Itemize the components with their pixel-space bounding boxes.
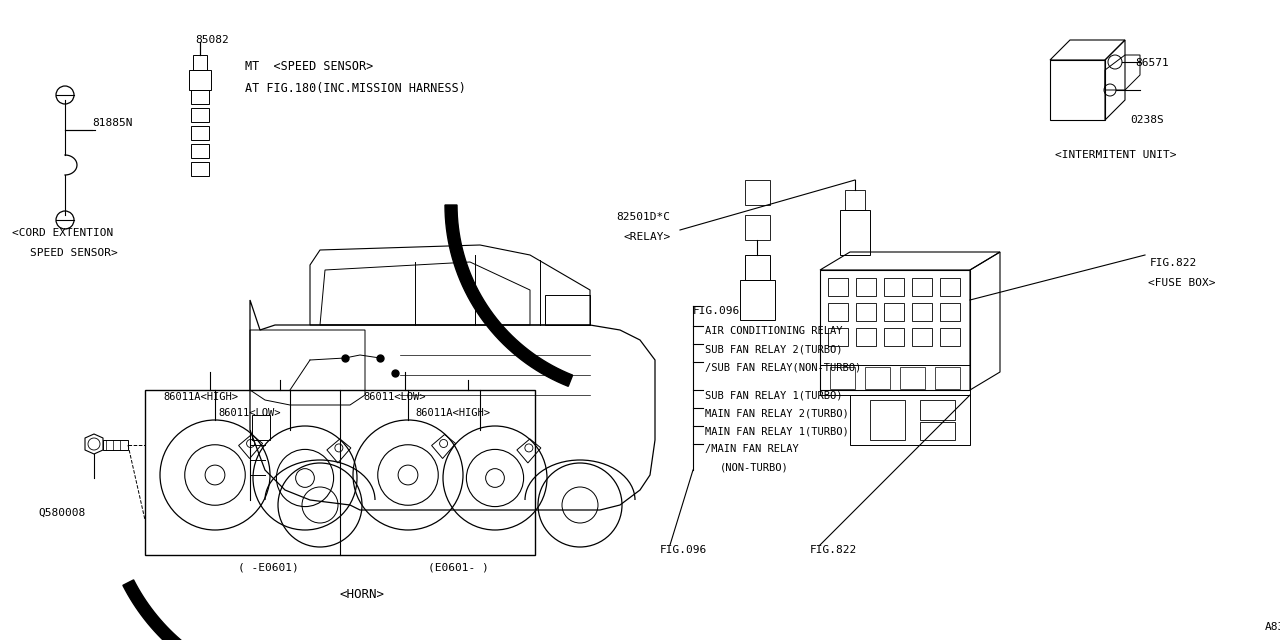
Bar xyxy=(102,440,128,450)
Bar xyxy=(840,210,870,255)
Text: <FUSE BOX>: <FUSE BOX> xyxy=(1148,278,1216,288)
Bar xyxy=(145,390,535,555)
Bar xyxy=(900,367,925,389)
Bar xyxy=(850,395,970,445)
Text: AT FIG.180(INC.MISSION HARNESS): AT FIG.180(INC.MISSION HARNESS) xyxy=(244,82,466,95)
Bar xyxy=(189,70,211,90)
Text: MT  <SPEED SENSOR>: MT <SPEED SENSOR> xyxy=(244,60,374,73)
Bar xyxy=(940,303,960,321)
Bar xyxy=(920,400,955,420)
Text: FIG.822: FIG.822 xyxy=(1149,258,1197,268)
Bar xyxy=(829,367,855,389)
Text: 86571: 86571 xyxy=(1135,58,1169,68)
Bar xyxy=(934,367,960,389)
Text: Q580008: Q580008 xyxy=(38,508,86,518)
Text: <CORD EXTENTION: <CORD EXTENTION xyxy=(12,228,113,238)
Bar xyxy=(191,126,209,140)
Text: (NON-TURBO): (NON-TURBO) xyxy=(719,462,788,472)
Text: 86011<LOW>: 86011<LOW> xyxy=(364,392,425,402)
Text: 86011A<HIGH>: 86011A<HIGH> xyxy=(163,392,238,402)
Text: 0238S: 0238S xyxy=(1130,115,1164,125)
Text: MAIN FAN RELAY 2(TURBO): MAIN FAN RELAY 2(TURBO) xyxy=(705,408,849,418)
Bar xyxy=(745,180,771,205)
Bar xyxy=(191,144,209,158)
Bar xyxy=(865,367,890,389)
Bar xyxy=(911,303,932,321)
Bar xyxy=(845,190,865,210)
Text: 86011<LOW>: 86011<LOW> xyxy=(218,408,280,418)
Text: <HORN>: <HORN> xyxy=(340,588,385,601)
Bar xyxy=(828,303,849,321)
Text: FIG.096: FIG.096 xyxy=(660,545,708,555)
Bar xyxy=(920,422,955,440)
Bar xyxy=(884,303,904,321)
Bar xyxy=(884,278,904,296)
Bar xyxy=(940,278,960,296)
Text: SUB FAN RELAY 1(TURBO): SUB FAN RELAY 1(TURBO) xyxy=(705,390,842,400)
Text: MAIN FAN RELAY 1(TURBO): MAIN FAN RELAY 1(TURBO) xyxy=(705,426,849,436)
Text: ( -E0601): ( -E0601) xyxy=(238,563,298,573)
Bar xyxy=(745,255,771,280)
Text: /SUB FAN RELAY(NON-TURBO): /SUB FAN RELAY(NON-TURBO) xyxy=(705,362,861,372)
Bar xyxy=(911,328,932,346)
Text: 82501D*C: 82501D*C xyxy=(616,212,669,222)
Bar xyxy=(828,328,849,346)
Text: <INTERMITENT UNIT>: <INTERMITENT UNIT> xyxy=(1055,150,1176,160)
Polygon shape xyxy=(123,580,279,640)
Text: FIG.822: FIG.822 xyxy=(810,545,858,555)
Text: 85082: 85082 xyxy=(195,35,229,45)
Polygon shape xyxy=(445,205,572,387)
Bar xyxy=(856,303,876,321)
Bar xyxy=(911,278,932,296)
Bar xyxy=(856,328,876,346)
Text: 81885N: 81885N xyxy=(92,118,133,128)
Text: /MAIN FAN RELAY: /MAIN FAN RELAY xyxy=(705,444,799,454)
Bar xyxy=(940,328,960,346)
Text: AIR CONDITIONING RELAY: AIR CONDITIONING RELAY xyxy=(705,326,842,336)
Bar xyxy=(745,215,771,240)
Text: <RELAY>: <RELAY> xyxy=(623,232,671,242)
Text: A835001183: A835001183 xyxy=(1265,622,1280,632)
Bar xyxy=(856,278,876,296)
Text: SPEED SENSOR>: SPEED SENSOR> xyxy=(29,248,118,258)
Bar xyxy=(820,365,970,395)
Text: (E0601- ): (E0601- ) xyxy=(428,563,489,573)
Text: SUB FAN RELAY 2(TURBO): SUB FAN RELAY 2(TURBO) xyxy=(705,344,842,354)
Bar xyxy=(870,400,905,440)
Bar xyxy=(193,55,207,70)
Bar xyxy=(828,278,849,296)
Bar xyxy=(191,108,209,122)
Bar xyxy=(252,415,270,440)
Bar xyxy=(191,162,209,176)
Bar xyxy=(740,280,774,320)
Text: FIG.096: FIG.096 xyxy=(692,306,740,316)
Bar xyxy=(191,90,209,104)
Text: 86011A<HIGH>: 86011A<HIGH> xyxy=(415,408,490,418)
Bar xyxy=(884,328,904,346)
